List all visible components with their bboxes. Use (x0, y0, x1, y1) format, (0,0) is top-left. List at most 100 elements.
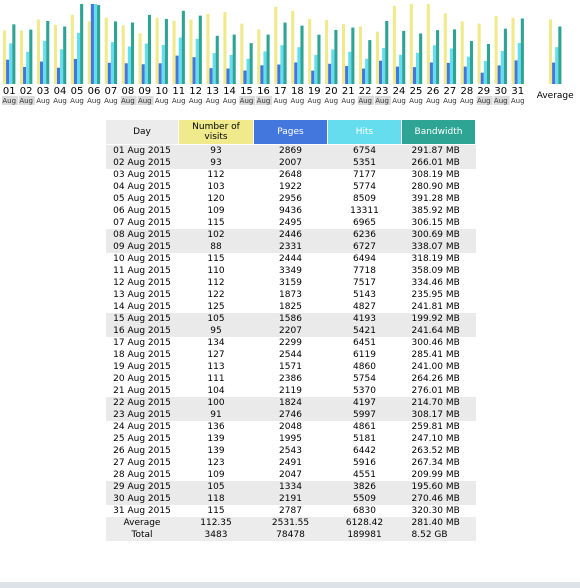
weekend-highlight (18, 96, 35, 105)
day-04-bar-0 (53, 24, 57, 84)
cell-hits: 6830 (353, 506, 376, 516)
day-14-bar-0 (223, 12, 227, 85)
day-12-bar-2 (195, 38, 199, 84)
day-23-bar-3 (385, 20, 389, 85)
cell-bandwidth: 385.92 MB (411, 206, 460, 216)
tick-label-day: 02 (20, 86, 33, 97)
tick-label-day: 26 (427, 86, 440, 97)
day-27-bar-0 (443, 13, 447, 85)
cell-hits: 6965 (353, 218, 376, 228)
day-14-bar-2 (229, 54, 233, 84)
day-10-bar-1 (158, 63, 162, 84)
cell-hits: 6451 (353, 338, 376, 348)
table-row: 30 Aug 2015 118 2191 5509 270.46 MB (105, 493, 476, 505)
header-day: Day (105, 119, 179, 145)
tick-label-month: Aug (511, 97, 525, 105)
tick-label-month: Aug (341, 97, 355, 105)
cell-bandwidth: 334.46 MB (411, 278, 460, 288)
tick-label-month: Aug (274, 97, 288, 105)
day-23-bar-1 (379, 60, 383, 84)
day-06-bar-3 (97, 5, 101, 85)
daily-bar-chart: 01Aug02Aug03Aug04Aug05Aug06Aug07Aug08Aug… (2, 4, 574, 105)
day-20-bar-3 (334, 29, 338, 84)
tick-label-month: Aug (121, 97, 135, 105)
cell-visits: 109 (207, 206, 225, 216)
cell-visits: 122 (207, 290, 225, 300)
table-body: 01 Aug 2015 93 2869 6754 291.87 MB 02 Aug 201… (105, 144, 476, 518)
weekend-highlight (2, 96, 18, 105)
table-row: 17 Aug 2015 134 2299 6451 300.46 MB (106, 337, 476, 349)
cell-hits: 5351 (327, 157, 402, 169)
cell-pages: 1571 (279, 362, 302, 372)
day-09-bar-1 (141, 64, 145, 84)
tick-label-day: 06 (88, 86, 101, 97)
day-12-bar-1 (192, 57, 196, 84)
day-20-bar-2 (331, 49, 335, 84)
cell-pages: 2787 (279, 506, 302, 516)
day-22-bar-1 (362, 68, 366, 84)
cell-visits: 95 (178, 325, 254, 337)
tick-label-month: Aug (87, 97, 101, 105)
table-row: 05 Aug 2015 120 2956 8509 391.28 MB (106, 193, 476, 205)
cell-pages: 1825 (279, 302, 302, 312)
day-02-bar-0 (19, 30, 24, 84)
day-10-bar-3 (164, 18, 168, 84)
tick-label-day: 28 (460, 86, 473, 97)
cell-hits: 3826 (327, 481, 402, 493)
tick-label-month: Aug (104, 97, 118, 105)
cell-visits: 139 (207, 434, 225, 444)
table-row: 02 Aug 2015 93 2007 5351 266.01 MB (105, 157, 476, 169)
total-hits: 189981 (327, 529, 402, 541)
cell-hits: 7517 (353, 278, 376, 288)
day-29-bar-0 (477, 23, 481, 84)
day-09-bar-0 (138, 33, 142, 84)
average-bar-3 (558, 26, 562, 84)
cell-bandwidth: 308.19 MB (411, 170, 460, 180)
tick-label-day: 27 (444, 86, 457, 97)
day-25-bar-0 (409, 4, 413, 84)
table-row: 28 Aug 2015 109 2047 4551 209.99 MB (106, 469, 476, 481)
cell-bandwidth: 320.30 MB (411, 506, 460, 516)
weekend-highlight (476, 96, 493, 105)
table-row: 14 Aug 2015 125 1825 4827 241.81 MB (106, 301, 476, 313)
window-bottom-edge (0, 582, 580, 588)
cell-day: 18 Aug 2015 (113, 350, 171, 360)
cell-pages: 2648 (279, 170, 302, 180)
day-07-bar-1 (107, 62, 111, 84)
cell-pages: 2746 (253, 409, 328, 421)
cell-day: 07 Aug 2015 (113, 218, 171, 228)
cell-day: 16 Aug 2015 (105, 325, 179, 337)
cell-visits: 93 (178, 144, 254, 157)
day-17-bar-3 (283, 22, 287, 84)
table-row: 08 Aug 2015 102 2446 6236 300.69 MB (105, 229, 476, 241)
day-30-bar-3 (503, 28, 507, 84)
cell-bandwidth: 358.09 MB (411, 266, 460, 276)
day-31-bar-0 (511, 17, 515, 85)
weekend-highlight (493, 96, 510, 105)
daily-stats-table: Day Number of visits Pages Hits Bandwidt… (105, 119, 476, 541)
cell-hits: 6494 (353, 254, 376, 264)
table-header-row: Day Number of visits Pages Hits Bandwidt… (105, 119, 476, 145)
cell-bandwidth: 280.90 MB (411, 182, 460, 192)
cell-day: 03 Aug 2015 (113, 170, 171, 180)
day-29-bar-2 (483, 61, 487, 84)
day-20-bar-1 (328, 63, 332, 84)
day-01-bar-0 (3, 30, 7, 84)
cell-hits: 5916 (353, 458, 376, 468)
cell-bandwidth: 266.01 MB (401, 157, 476, 169)
table-row: 12 Aug 2015 112 3159 7517 334.46 MB (106, 277, 476, 289)
cell-day: 02 Aug 2015 (105, 157, 179, 169)
table-row: 26 Aug 2015 139 2543 6442 263.52 MB (106, 445, 476, 457)
day-06-bar-0 (87, 21, 91, 84)
cell-visits: 103 (207, 182, 225, 192)
cell-bandwidth: 276.01 MB (411, 386, 460, 396)
day-17-bar-1 (277, 64, 281, 84)
day-01-bar-1 (6, 59, 10, 84)
cell-bandwidth: 259.81 MB (411, 422, 460, 432)
day-06-bar-1 (90, 4, 94, 84)
cell-bandwidth: 214.70 MB (401, 397, 476, 409)
cell-hits: 4860 (353, 362, 376, 372)
weekend-highlight (256, 96, 273, 105)
tick-label-month: Aug (494, 97, 508, 105)
tick-label-day: 23 (376, 86, 389, 97)
